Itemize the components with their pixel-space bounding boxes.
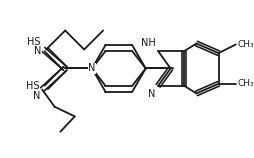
Text: CH₃: CH₃ <box>237 40 253 49</box>
Text: HS: HS <box>26 81 39 91</box>
Text: HS: HS <box>27 37 40 47</box>
Text: CH₃: CH₃ <box>237 79 253 88</box>
Text: NH: NH <box>140 38 155 48</box>
Text: N: N <box>147 89 155 99</box>
Text: N: N <box>88 64 95 73</box>
Text: N: N <box>88 64 95 73</box>
Text: N: N <box>33 91 40 101</box>
Text: N: N <box>34 46 41 56</box>
